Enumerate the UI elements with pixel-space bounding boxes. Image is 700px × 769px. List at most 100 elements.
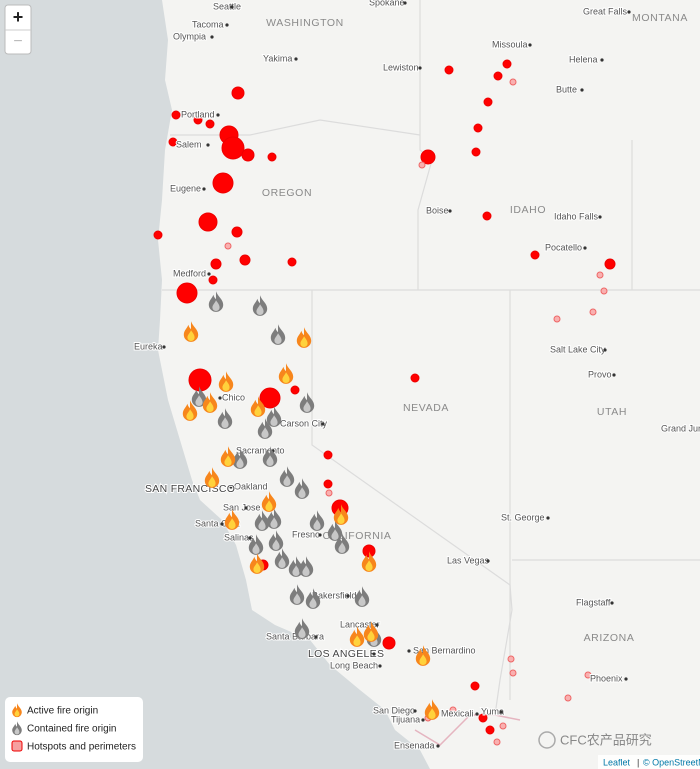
city-label: Lancaster [340,619,380,629]
hotspot [267,152,277,162]
city-dot [448,209,452,213]
state-label: NEVADA [403,402,449,414]
hotspot [493,71,503,81]
hotspot [168,137,178,147]
zoom-in[interactable]: + [13,7,24,27]
city-label: Olympia [173,31,206,41]
state-label: WASHINGTON [266,17,344,29]
city-label: Phoenix [590,673,623,683]
hotspot [444,65,454,75]
city-label: Pocatello [545,242,582,252]
hotspot-faint [553,315,561,323]
zoom-control: + − [4,4,32,55]
city-label: San Jose [223,502,261,512]
city-label: Fresno [292,529,320,539]
city-dot [230,5,234,9]
city-label: Idaho Falls [554,211,599,221]
city-label: Las Vegas [447,555,490,565]
hotspot [241,148,255,162]
city-label: St. George [501,512,545,522]
hotspot [193,115,203,125]
state-label: ARIZONA [584,632,635,644]
city-dot [375,623,379,627]
ocean [0,0,430,769]
city-label: Helena [569,54,598,64]
city-label: Salinas [224,532,254,542]
city-label: Santa Barbara [266,631,324,641]
city-dot [206,143,210,147]
city-dot [624,677,628,681]
city-dot [207,272,211,276]
legend-label: Active fire origin [27,706,98,717]
zoom-out[interactable]: − [13,33,22,50]
city-dot [210,35,214,39]
city-dot [244,506,248,510]
city-label: LOS ANGELES [308,648,384,660]
hotspot [188,368,212,392]
legend-label: Contained fire origin [27,724,117,735]
hotspot [382,636,396,650]
hotspot [208,275,218,285]
hotspot-faint [507,655,515,663]
hotspot [259,387,281,409]
hotspot [470,681,480,691]
city-dot [612,373,616,377]
hotspot [483,97,493,107]
hotspot [482,211,492,221]
hotspot-faint [589,308,597,316]
hotspot [205,119,215,129]
legend-box [5,697,143,762]
osm-link[interactable]: © OpenStreetMap [643,757,700,767]
hotspot-faint [493,738,501,746]
hotspot [198,212,218,232]
city-dot [486,559,490,563]
hotspot-faint [509,669,517,677]
legend-label: Hotspots and perimeters [27,742,136,753]
hotspot [473,123,483,133]
city-label: Oakland [234,481,268,491]
state-label: OREGON [262,187,312,199]
city-dot [378,664,382,668]
city-dot [229,485,233,489]
leaflet-link[interactable]: Leaflet [603,757,631,767]
hotspot-faint [564,694,572,702]
city-dot [546,516,550,520]
city-label: SAN FRANCISCO [145,483,235,495]
hotspot [231,86,245,100]
hotspot [530,250,540,260]
hotspot-faint [449,706,457,714]
legend-icon-hotspot [11,740,23,752]
city-dot [603,348,607,352]
city-dot [610,601,614,605]
city-dot [162,345,166,349]
city-label: Carson City [280,418,328,428]
hotspot [212,172,234,194]
city-label: Tacoma [192,19,224,29]
city-label: Great Falls [583,6,628,16]
city-label: Bakersfield [312,590,357,600]
city-label: Boise [426,205,449,215]
city-dot [346,594,350,598]
attribution-separator: | [637,757,639,767]
hotspot [478,713,488,723]
state-label: MONTANA [632,12,688,24]
city-label: Tijuana [391,714,420,724]
hotspot [604,258,616,270]
city-label: Mexicali [441,708,474,718]
city-label: Flagstaff [576,597,611,607]
city-label: Lewiston [383,62,419,72]
city-dot [372,652,376,656]
city-label: Missoula [492,39,528,49]
hotspot [323,479,333,489]
attribution: Leaflet | © OpenStreetMap [598,755,700,769]
city-dot [598,215,602,219]
hotspot [153,230,163,240]
hotspot-faint [325,489,333,497]
city-dot [220,522,224,526]
city-dot [294,57,298,61]
city-dot [580,88,584,92]
city-label: Eureka [134,341,163,351]
hotspot-faint [224,242,232,250]
city-label: Spokane [369,0,405,7]
